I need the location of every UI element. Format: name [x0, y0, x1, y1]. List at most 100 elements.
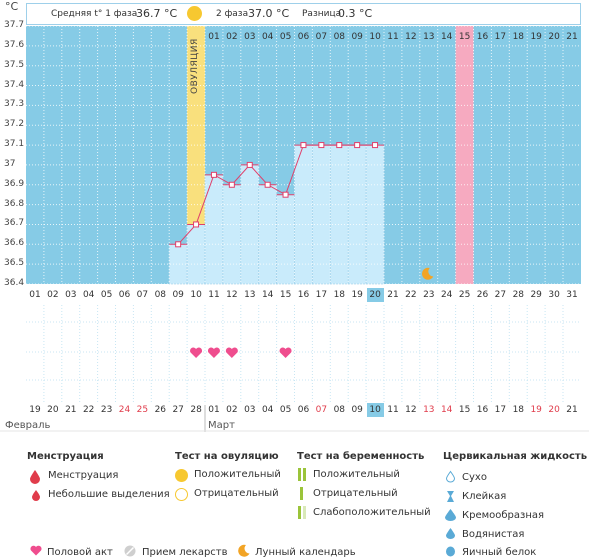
top-day-label: 20 — [548, 32, 560, 42]
y-tick-label: 36.7 — [4, 218, 25, 229]
top-day-label: 11 — [387, 32, 399, 42]
top-day-label: 10 — [369, 32, 381, 42]
date-label: 22 — [82, 405, 95, 415]
y-tick-label: 36.9 — [4, 178, 25, 189]
legend-creamy: Кремообразная — [462, 510, 545, 521]
summary-bar: Средняя t° 1 фаза 36.7 °C 2 фаза 37.0 °C… — [26, 3, 581, 25]
heart-icon — [225, 347, 238, 358]
moon-icon — [421, 267, 434, 280]
date-label: 16 — [476, 405, 489, 415]
legend-ovulation-negative: Отрицательный — [194, 488, 279, 499]
cycle-day-label: 11 — [208, 290, 220, 300]
ovulation-negative-icon — [175, 488, 188, 501]
temperature-point — [318, 142, 325, 149]
y-tick-label: 36.6 — [4, 238, 25, 249]
top-day-label: 05 — [279, 32, 292, 42]
legend-ovulation-positive: Положительный — [194, 469, 281, 480]
top-day-label: 02 — [226, 32, 238, 42]
top-day-label: 04 — [261, 32, 274, 42]
temperature-point — [264, 181, 271, 188]
top-day-label: 13 — [423, 32, 435, 42]
top-day-label: 12 — [405, 32, 417, 42]
date-label: 19 — [29, 405, 41, 415]
cycle-day-label: 12 — [226, 290, 238, 300]
date-label: 28 — [190, 405, 202, 415]
date-label: 02 — [226, 405, 238, 415]
legend-pregnancy-negative: Отрицательный — [313, 488, 398, 499]
date-label: 20 — [548, 405, 560, 415]
date-label: 11 — [387, 405, 399, 415]
top-day-label: 08 — [333, 32, 346, 42]
legend-menstruation-title: Менструация — [27, 451, 104, 462]
date-label: 03 — [244, 405, 256, 415]
temperature-point — [336, 142, 343, 149]
date-label: 09 — [351, 405, 363, 415]
date-label: 20 — [47, 405, 59, 415]
cycle-day-label: 22 — [405, 290, 417, 300]
y-tick-label: 37.6 — [4, 39, 25, 50]
temperature-point — [228, 181, 235, 188]
legend-egg-white: Яичный белок — [462, 547, 537, 558]
cycle-day-label: 19 — [351, 290, 363, 300]
legend-menstruation: Менструация — [48, 470, 119, 481]
month-march: Март — [208, 420, 235, 431]
date-label: 10 — [366, 403, 384, 417]
cycle-day-label: 03 — [65, 290, 77, 300]
legend-intercourse: Половой акт — [47, 547, 113, 558]
cycle-day-label: 16 — [297, 290, 310, 300]
phase1-value: 36.7 °C — [136, 7, 178, 20]
cycle-day-label: 02 — [47, 290, 59, 300]
top-day-label: 07 — [315, 32, 328, 42]
date-label: 17 — [494, 405, 507, 415]
temperature-point — [246, 161, 253, 168]
legend-pregnancy-weak: Слабоположительный — [313, 507, 431, 518]
temperature-point — [354, 142, 361, 149]
temperature-point — [175, 241, 182, 248]
cycle-day-label: 24 — [440, 290, 453, 300]
month-february: Февраль — [5, 420, 51, 431]
temperature-plot — [26, 25, 581, 285]
ovulation-positive-icon — [175, 469, 188, 482]
legend-sticky: Клейкая — [462, 491, 507, 502]
cycle-day-label: 25 — [458, 290, 471, 300]
cycle-day-label: 04 — [82, 290, 95, 300]
temperature-unit: °C — [5, 0, 19, 13]
cycle-day-label: 07 — [136, 290, 149, 300]
cycle-day-label: 14 — [261, 290, 274, 300]
temperature-point — [372, 142, 379, 149]
heart-icon — [279, 347, 292, 358]
date-label: 01 — [208, 405, 220, 415]
date-label: 07 — [315, 405, 328, 415]
phase2-value: 37.0 °C — [248, 7, 290, 20]
phase2-label: 2 фаза — [216, 9, 249, 19]
date-label: 21 — [566, 405, 578, 415]
cycle-day-label: 08 — [154, 290, 167, 300]
ovulation-band — [187, 26, 205, 284]
date-label: 21 — [65, 405, 77, 415]
cycle-day-label: 23 — [423, 290, 435, 300]
temperature-point — [210, 171, 217, 178]
date-label: 05 — [279, 405, 292, 415]
y-tick-label: 37.4 — [4, 79, 25, 90]
y-tick-label: 37.3 — [4, 99, 25, 110]
temperature-chart — [26, 25, 581, 285]
temperature-point — [193, 221, 200, 228]
date-label: 13 — [423, 405, 435, 415]
legend-pregnancy-positive: Положительный — [313, 469, 400, 480]
cycle-day-label: 30 — [548, 290, 560, 300]
date-label: 14 — [440, 405, 453, 415]
date-label: 04 — [261, 405, 274, 415]
legend-lunar: Лунный календарь — [255, 547, 356, 558]
top-day-label: 01 — [208, 32, 220, 42]
cycle-day-label: 13 — [244, 290, 256, 300]
temperature-point — [300, 142, 307, 149]
cycle-day-label: 20 — [366, 288, 384, 302]
y-tick-label: 37.7 — [4, 20, 25, 30]
date-label: 19 — [530, 405, 542, 415]
pink-day-band — [455, 26, 474, 284]
cycle-day-label: 28 — [512, 290, 525, 300]
cycle-day-label: 10 — [190, 290, 202, 300]
date-label: 12 — [405, 405, 417, 415]
top-day-label: 21 — [566, 32, 578, 42]
